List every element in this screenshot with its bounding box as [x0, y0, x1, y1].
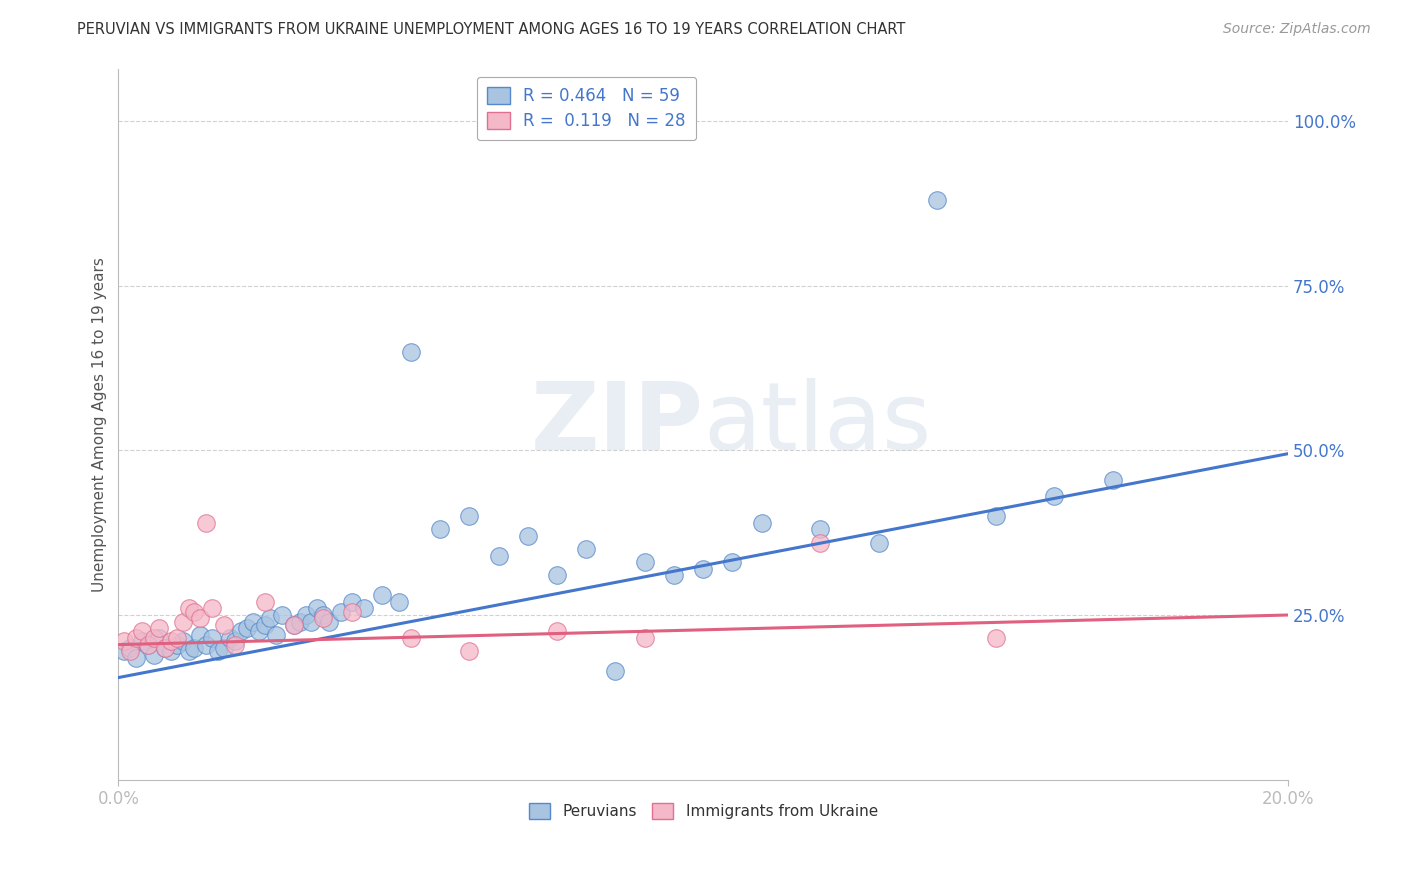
Point	[751, 516, 773, 530]
Point	[458, 509, 481, 524]
Point	[984, 631, 1007, 645]
Point	[218, 631, 240, 645]
Point	[131, 634, 153, 648]
Point	[160, 644, 183, 658]
Text: atlas: atlas	[703, 378, 931, 470]
Point	[155, 640, 177, 655]
Point	[207, 644, 229, 658]
Point	[231, 624, 253, 639]
Point	[166, 631, 188, 645]
Point	[195, 638, 218, 652]
Point	[984, 509, 1007, 524]
Text: ZIP: ZIP	[530, 378, 703, 470]
Point	[177, 601, 200, 615]
Point	[172, 634, 194, 648]
Point	[634, 555, 657, 569]
Point	[120, 640, 142, 655]
Point	[266, 628, 288, 642]
Point	[692, 562, 714, 576]
Point	[148, 631, 170, 645]
Point	[212, 618, 235, 632]
Point	[242, 615, 264, 629]
Point	[342, 605, 364, 619]
Point	[370, 588, 392, 602]
Point	[253, 595, 276, 609]
Point	[195, 516, 218, 530]
Point	[142, 631, 165, 645]
Point	[634, 631, 657, 645]
Point	[224, 634, 246, 648]
Point	[247, 624, 270, 639]
Point	[155, 640, 177, 655]
Point	[605, 664, 627, 678]
Point	[575, 542, 598, 557]
Point	[236, 621, 259, 635]
Point	[183, 605, 205, 619]
Point	[808, 535, 831, 549]
Point	[721, 555, 744, 569]
Point	[166, 638, 188, 652]
Point	[458, 644, 481, 658]
Legend: Peruvians, Immigrants from Ukraine: Peruvians, Immigrants from Ukraine	[523, 797, 884, 825]
Text: Source: ZipAtlas.com: Source: ZipAtlas.com	[1223, 22, 1371, 37]
Point	[125, 650, 148, 665]
Point	[312, 607, 335, 622]
Point	[201, 601, 224, 615]
Point	[253, 618, 276, 632]
Point	[224, 638, 246, 652]
Point	[188, 611, 211, 625]
Point	[271, 607, 294, 622]
Point	[259, 611, 281, 625]
Point	[546, 568, 568, 582]
Point	[329, 605, 352, 619]
Point	[148, 621, 170, 635]
Point	[927, 193, 949, 207]
Point	[177, 644, 200, 658]
Point	[288, 615, 311, 629]
Point	[125, 631, 148, 645]
Point	[1043, 490, 1066, 504]
Point	[172, 615, 194, 629]
Point	[120, 644, 142, 658]
Point	[868, 535, 890, 549]
Point	[212, 640, 235, 655]
Point	[307, 601, 329, 615]
Point	[429, 523, 451, 537]
Point	[1101, 473, 1123, 487]
Point	[808, 523, 831, 537]
Text: PERUVIAN VS IMMIGRANTS FROM UKRAINE UNEMPLOYMENT AMONG AGES 16 TO 19 YEARS CORRE: PERUVIAN VS IMMIGRANTS FROM UKRAINE UNEM…	[77, 22, 905, 37]
Point	[283, 618, 305, 632]
Point	[283, 618, 305, 632]
Point	[131, 624, 153, 639]
Point	[299, 615, 322, 629]
Point	[188, 628, 211, 642]
Point	[353, 601, 375, 615]
Point	[112, 634, 135, 648]
Point	[142, 648, 165, 662]
Point	[201, 631, 224, 645]
Point	[136, 638, 159, 652]
Point	[160, 634, 183, 648]
Point	[388, 595, 411, 609]
Point	[342, 595, 364, 609]
Point	[516, 529, 538, 543]
Point	[183, 640, 205, 655]
Point	[136, 638, 159, 652]
Point	[294, 607, 316, 622]
Point	[488, 549, 510, 563]
Point	[312, 611, 335, 625]
Y-axis label: Unemployment Among Ages 16 to 19 years: Unemployment Among Ages 16 to 19 years	[93, 257, 107, 591]
Point	[112, 644, 135, 658]
Point	[662, 568, 685, 582]
Point	[399, 344, 422, 359]
Point	[318, 615, 340, 629]
Point	[546, 624, 568, 639]
Point	[399, 631, 422, 645]
